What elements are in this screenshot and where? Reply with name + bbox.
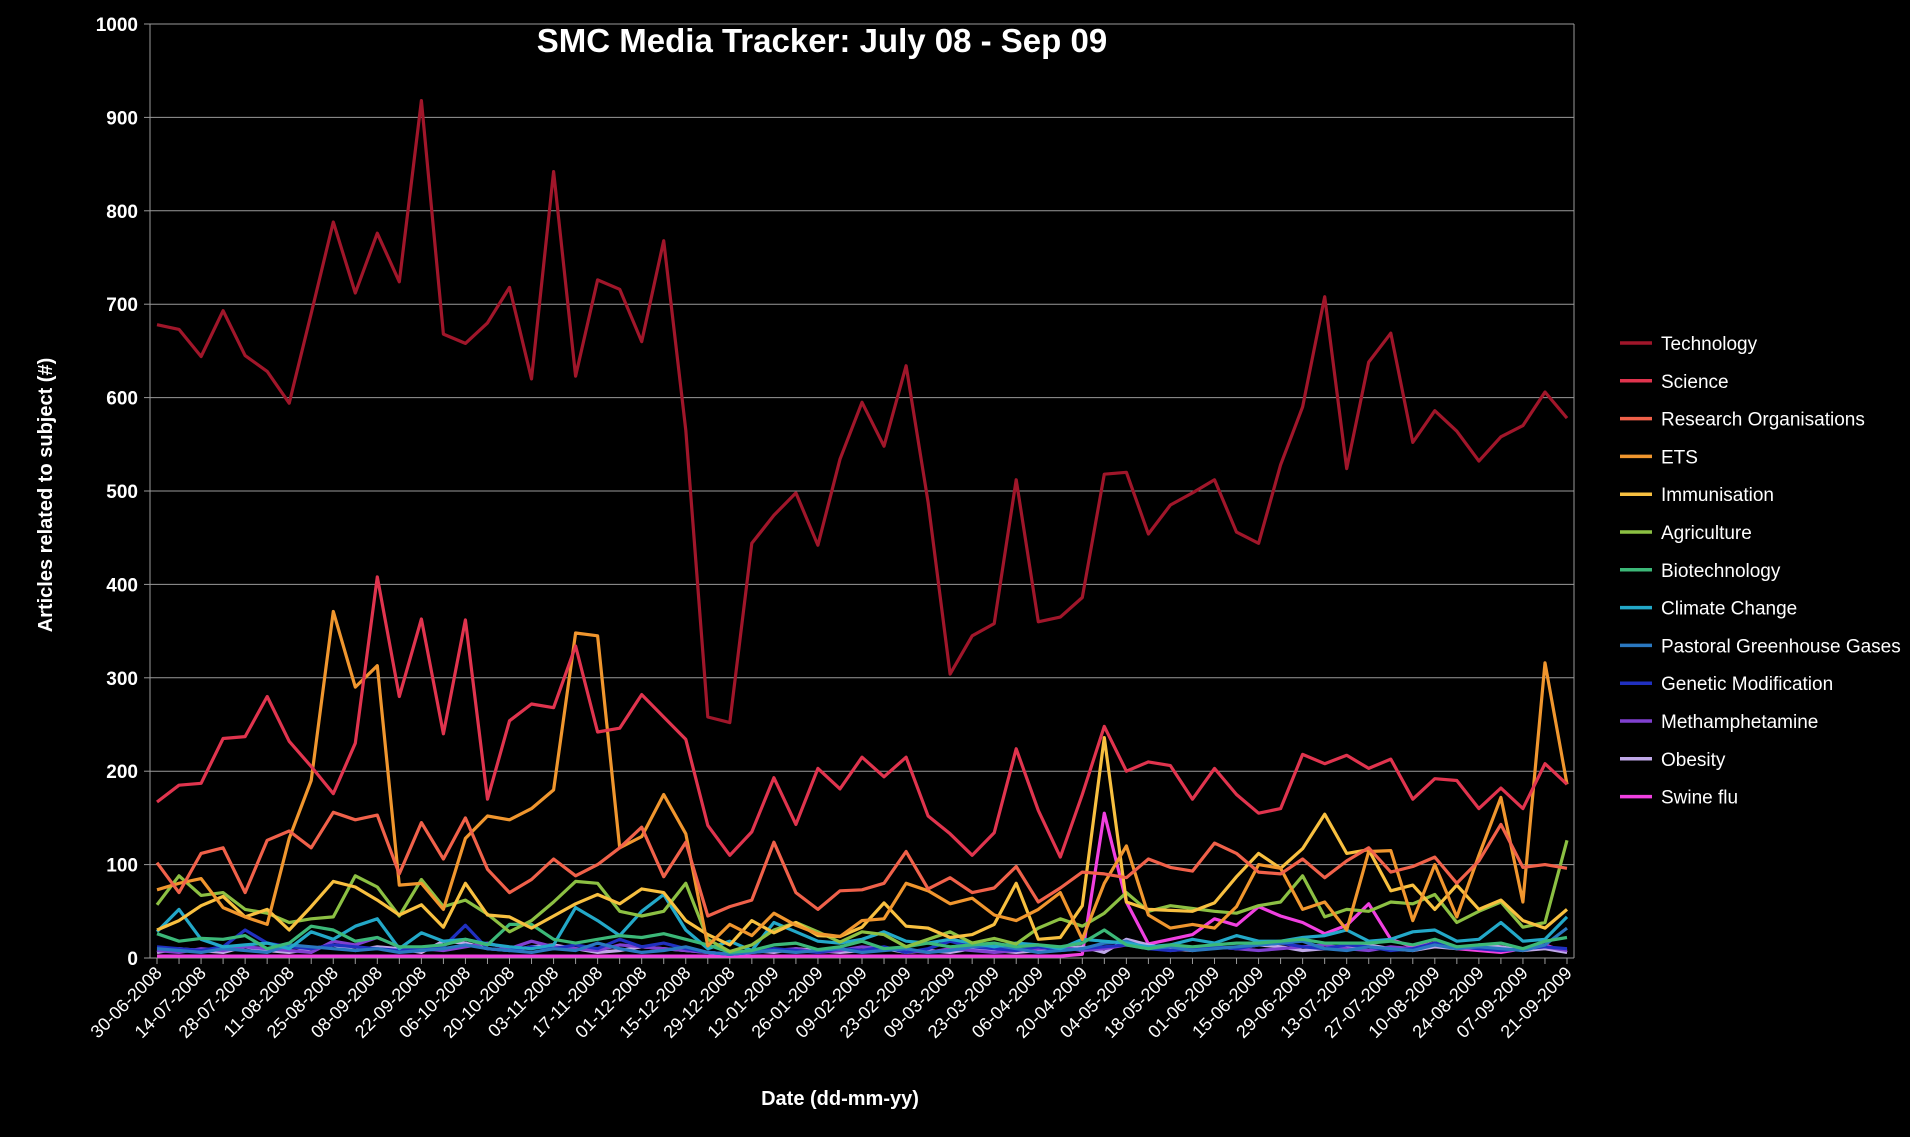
legend-item: Agriculture [1620,523,1752,544]
y-tick-label: 800 [106,202,138,223]
legend-label: Research Organisations [1661,410,1865,431]
legend-label: Science [1661,372,1729,393]
y-tick-label: 400 [106,575,138,596]
legend-label: Pastoral Greenhouse Gases [1661,636,1901,657]
y-tick-label: 700 [106,295,138,316]
x-axis-label: Date (dd-mm-yy) [761,1088,919,1110]
legend-item: Immunisation [1620,485,1774,506]
y-tick-label: 1000 [96,15,138,36]
legend-item: Climate Change [1620,599,1797,620]
series-line-research-organisations [155,810,1568,918]
legend-label: Immunisation [1661,485,1774,506]
legend-item: Biotechnology [1620,561,1781,582]
series-line-climate-change [155,892,1569,953]
legend-label: Swine flu [1661,788,1738,809]
legend-item: ETS [1620,447,1698,468]
series-line-immunisation [156,735,1569,947]
series-lines [155,98,1569,958]
y-tick-label: 200 [106,762,138,783]
series-line-swine-flu [157,811,1568,958]
legend-item: Science [1620,372,1729,393]
legend-item: Technology [1620,334,1758,355]
y-tick-label: 500 [106,482,138,503]
legend: Technology Science Research Organisations E… [1620,334,1901,809]
legend-label: Agriculture [1661,523,1752,544]
legend-item: Swine flu [1620,788,1738,809]
legend-item: Genetic Modification [1620,674,1833,695]
y-tick-label: 300 [106,669,138,690]
chart-title: SMC Media Tracker: July 08 - Sep 09 [537,22,1107,59]
legend-item: Pastoral Greenhouse Gases [1620,636,1901,657]
y-axis-label: Articles related to subject (#) [35,358,57,633]
series-line-pastoral-greenhouse-gases [156,926,1568,956]
legend-label: Obesity [1661,750,1726,771]
legend-label: Methamphetamine [1661,712,1818,733]
legend-label: Technology [1661,334,1758,355]
legend-item: Research Organisations [1620,410,1865,431]
legend-label: ETS [1661,447,1698,468]
legend-item: Methamphetamine [1620,712,1818,733]
legend-label: Genetic Modification [1661,674,1833,695]
legend-label: Biotechnology [1661,561,1781,582]
legend-item: Obesity [1620,750,1726,771]
y-tick-label: 600 [106,389,138,410]
series-line-biotechnology [156,922,1568,955]
y-tick-label: 900 [106,108,138,129]
series-line-technology [156,98,1569,725]
series-line-science [156,575,1569,859]
legend-label: Climate Change [1661,599,1797,620]
y-tick-label: 0 [127,949,138,970]
series-line-agriculture [155,839,1569,954]
y-tick-label: 100 [106,856,138,877]
series-line-ets [156,609,1569,948]
